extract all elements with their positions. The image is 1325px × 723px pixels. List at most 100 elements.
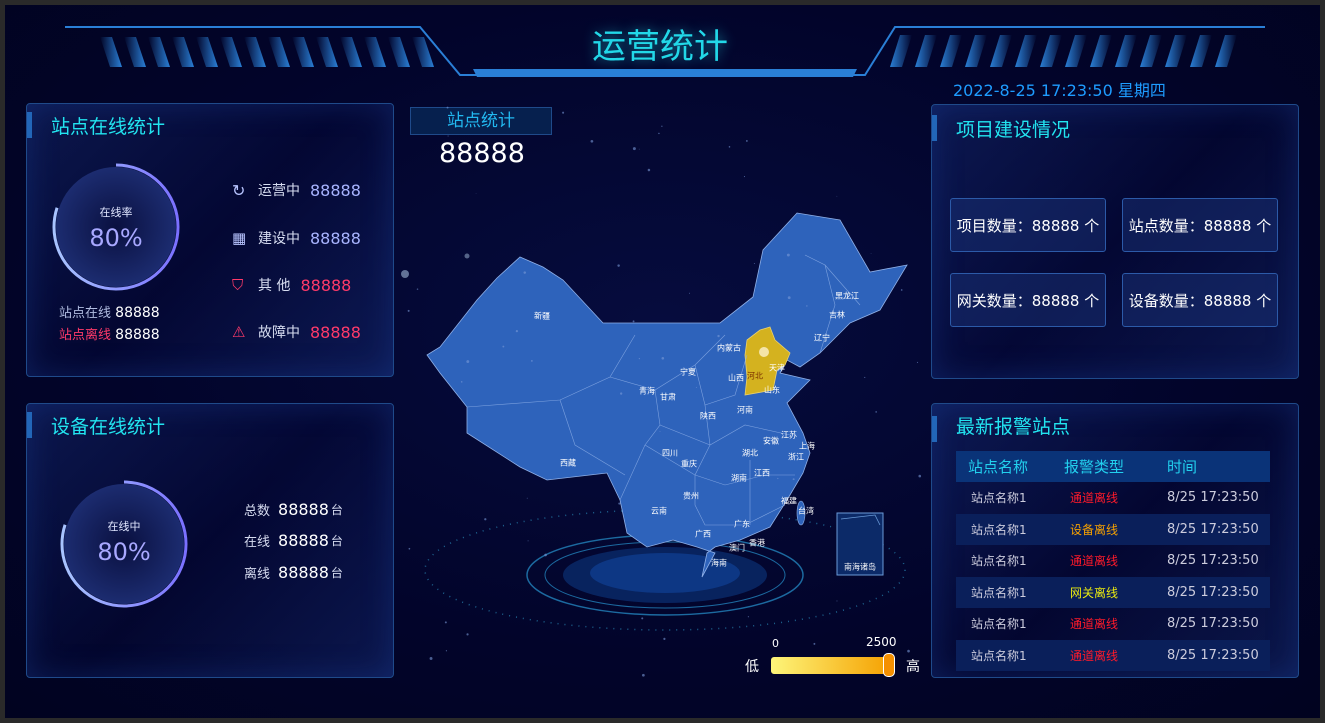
province-label: 江西 bbox=[754, 468, 770, 478]
device-online-panel: 设备在线统计 在线中 80% 总数 88888 台 在线 88888 台 离线 88888… bbox=[26, 403, 394, 678]
stat-value: 88888 bbox=[310, 180, 361, 200]
table-row[interactable]: 站点名称1 通道离线 8/25 17:23:50 bbox=[956, 639, 1270, 671]
warning-icon: ⚠ bbox=[232, 323, 246, 341]
rate-value: 80% bbox=[89, 224, 143, 252]
device-rate-gauge bbox=[60, 480, 188, 608]
table-row[interactable]: 站点名称1 设备离线 8/25 17:23:50 bbox=[956, 513, 1270, 545]
province-borders bbox=[466, 254, 861, 526]
stat-fault: ⚠ 故障中 88888 bbox=[232, 322, 361, 342]
province-label: 浙江 bbox=[788, 452, 804, 462]
table-row[interactable]: 站点名称1 网关离线 8/25 17:23:50 bbox=[956, 576, 1270, 608]
grid-icon: ▦ bbox=[232, 229, 247, 247]
stat-label: 运营中 bbox=[258, 183, 300, 199]
stat-value: 88888 bbox=[278, 531, 329, 550]
province-label: 陕西 bbox=[700, 411, 716, 421]
table-row[interactable]: 站点名称1 通道离线 8/25 17:23:50 bbox=[956, 482, 1270, 514]
alarm-time: 8/25 17:23:50 bbox=[1167, 576, 1270, 608]
offline-count: 站点离线 88888 bbox=[59, 324, 160, 343]
province-label: 台湾 bbox=[798, 506, 814, 516]
province-label: 山西 bbox=[728, 373, 744, 383]
offline-value: 88888 bbox=[115, 327, 160, 343]
site-name: 站点名称1 bbox=[971, 617, 1027, 632]
site-name: 站点名称1 bbox=[956, 576, 1064, 608]
panel-title: 项目建设情况 bbox=[956, 119, 1071, 141]
province-label: 澳门 bbox=[729, 543, 745, 553]
province-label: 西藏 bbox=[560, 458, 576, 468]
stat-value: 88888 bbox=[310, 322, 361, 342]
page-title: 运营统计 bbox=[592, 27, 728, 67]
alarm-time: 8/25 17:23:50 bbox=[1167, 553, 1259, 569]
province-label: 青海 bbox=[639, 386, 655, 396]
stat-label: 其 他 bbox=[258, 278, 291, 294]
column-header: 报警类型 bbox=[1064, 451, 1167, 482]
alarm-type: 通道离线 bbox=[1064, 639, 1167, 671]
stat-value: 88888 bbox=[310, 228, 361, 248]
province-label: 上海 bbox=[799, 441, 815, 451]
table-row[interactable]: 站点名称1 通道离线 8/25 17:23:50 bbox=[956, 545, 1270, 577]
refresh-icon: ↻ bbox=[232, 180, 246, 200]
province-label: 湖南 bbox=[731, 473, 747, 483]
inset-label: 南海诸岛 bbox=[844, 562, 876, 572]
device-total: 总数 88888 台 bbox=[244, 500, 343, 519]
china-mainland[interactable] bbox=[426, 212, 908, 578]
datetime: 2022-8-25 17:23:50 星期四 bbox=[953, 81, 1166, 100]
project-panel: 项目建设情况 项目数量：88888 个 站点数量：88888 个 网关数量：88… bbox=[931, 104, 1299, 379]
rate-label: 在线率 bbox=[99, 206, 133, 219]
province-label: 云南 bbox=[651, 506, 667, 516]
site-name: 站点名称1 bbox=[956, 639, 1064, 671]
legend-handle[interactable] bbox=[883, 653, 895, 677]
province-label: 黑龙江 bbox=[835, 291, 859, 301]
stat-label: 建设中 bbox=[258, 231, 300, 247]
province-label: 福建 bbox=[781, 496, 797, 506]
device-count: 设备数量：88888 个 bbox=[1122, 273, 1278, 327]
legend-min: 0 bbox=[772, 637, 779, 650]
alarm-type: 通道离线 bbox=[1070, 554, 1119, 569]
title-accent bbox=[932, 416, 937, 442]
taiwan[interactable] bbox=[796, 500, 806, 526]
table-header: 站点名称 报警类型 时间 bbox=[956, 451, 1270, 482]
province-label: 广东 bbox=[734, 519, 750, 529]
province-label: 广西 bbox=[695, 529, 711, 539]
legend-gradient-bar bbox=[771, 657, 891, 674]
province-label: 山东 bbox=[764, 385, 780, 395]
site-name: 站点名称1 bbox=[971, 491, 1027, 506]
province-label: 吉林 bbox=[829, 310, 845, 320]
province-label: 四川 bbox=[662, 448, 678, 458]
project-count: 项目数量：88888 个 bbox=[950, 198, 1106, 252]
south-china-sea-inset bbox=[836, 512, 884, 576]
alarm-type: 网关离线 bbox=[1064, 576, 1167, 608]
stat-unit: 台 bbox=[330, 566, 343, 580]
stat-value: 88888 bbox=[300, 275, 352, 295]
beijing-marker bbox=[759, 347, 769, 357]
shield-icon: ⛉ bbox=[232, 276, 244, 294]
dashboard-screen: 运营统计 2022-8-25 17:23:50 星期四 站点在线统计 在线率 8… bbox=[5, 5, 1320, 718]
online-label: 站点在线 bbox=[59, 306, 112, 321]
stat-label: 故障中 bbox=[258, 325, 300, 341]
header-frame bbox=[65, 26, 1265, 77]
province-label: 宁夏 bbox=[680, 367, 696, 377]
site-stats-label: 站点统计 bbox=[410, 107, 552, 135]
table-row[interactable]: 站点名称1 通道离线 8/25 17:23:50 bbox=[956, 608, 1270, 640]
stat-label: 总数 bbox=[244, 504, 271, 519]
stat-building: ▦ 建设中 88888 bbox=[232, 228, 361, 248]
province-label: 江苏 bbox=[781, 430, 797, 440]
site-name: 站点名称1 bbox=[956, 513, 1064, 545]
stat-label: 离线 bbox=[244, 567, 271, 582]
column-header: 站点名称 bbox=[956, 451, 1064, 482]
offline-label: 站点离线 bbox=[59, 328, 112, 343]
panel-title: 设备在线统计 bbox=[51, 416, 166, 438]
rate-value: 80% bbox=[97, 538, 151, 566]
stat-value: 88888 bbox=[278, 500, 329, 519]
column-header: 时间 bbox=[1167, 451, 1270, 482]
alarm-time: 8/25 17:23:50 bbox=[1167, 513, 1270, 545]
province-label: 湖北 bbox=[742, 448, 758, 458]
stat-label: 在线 bbox=[244, 535, 271, 550]
stat-other: ⛉ 其 他 88888 bbox=[232, 275, 351, 295]
alarm-time: 8/25 17:23:50 bbox=[1167, 616, 1259, 632]
province-label: 甘肃 bbox=[660, 392, 676, 402]
province-label: 香港 bbox=[749, 538, 765, 548]
legend-low: 低 bbox=[745, 659, 759, 675]
province-label: 内蒙古 bbox=[717, 343, 741, 353]
hebei-province[interactable] bbox=[744, 326, 791, 396]
map-platform bbox=[424, 509, 906, 631]
